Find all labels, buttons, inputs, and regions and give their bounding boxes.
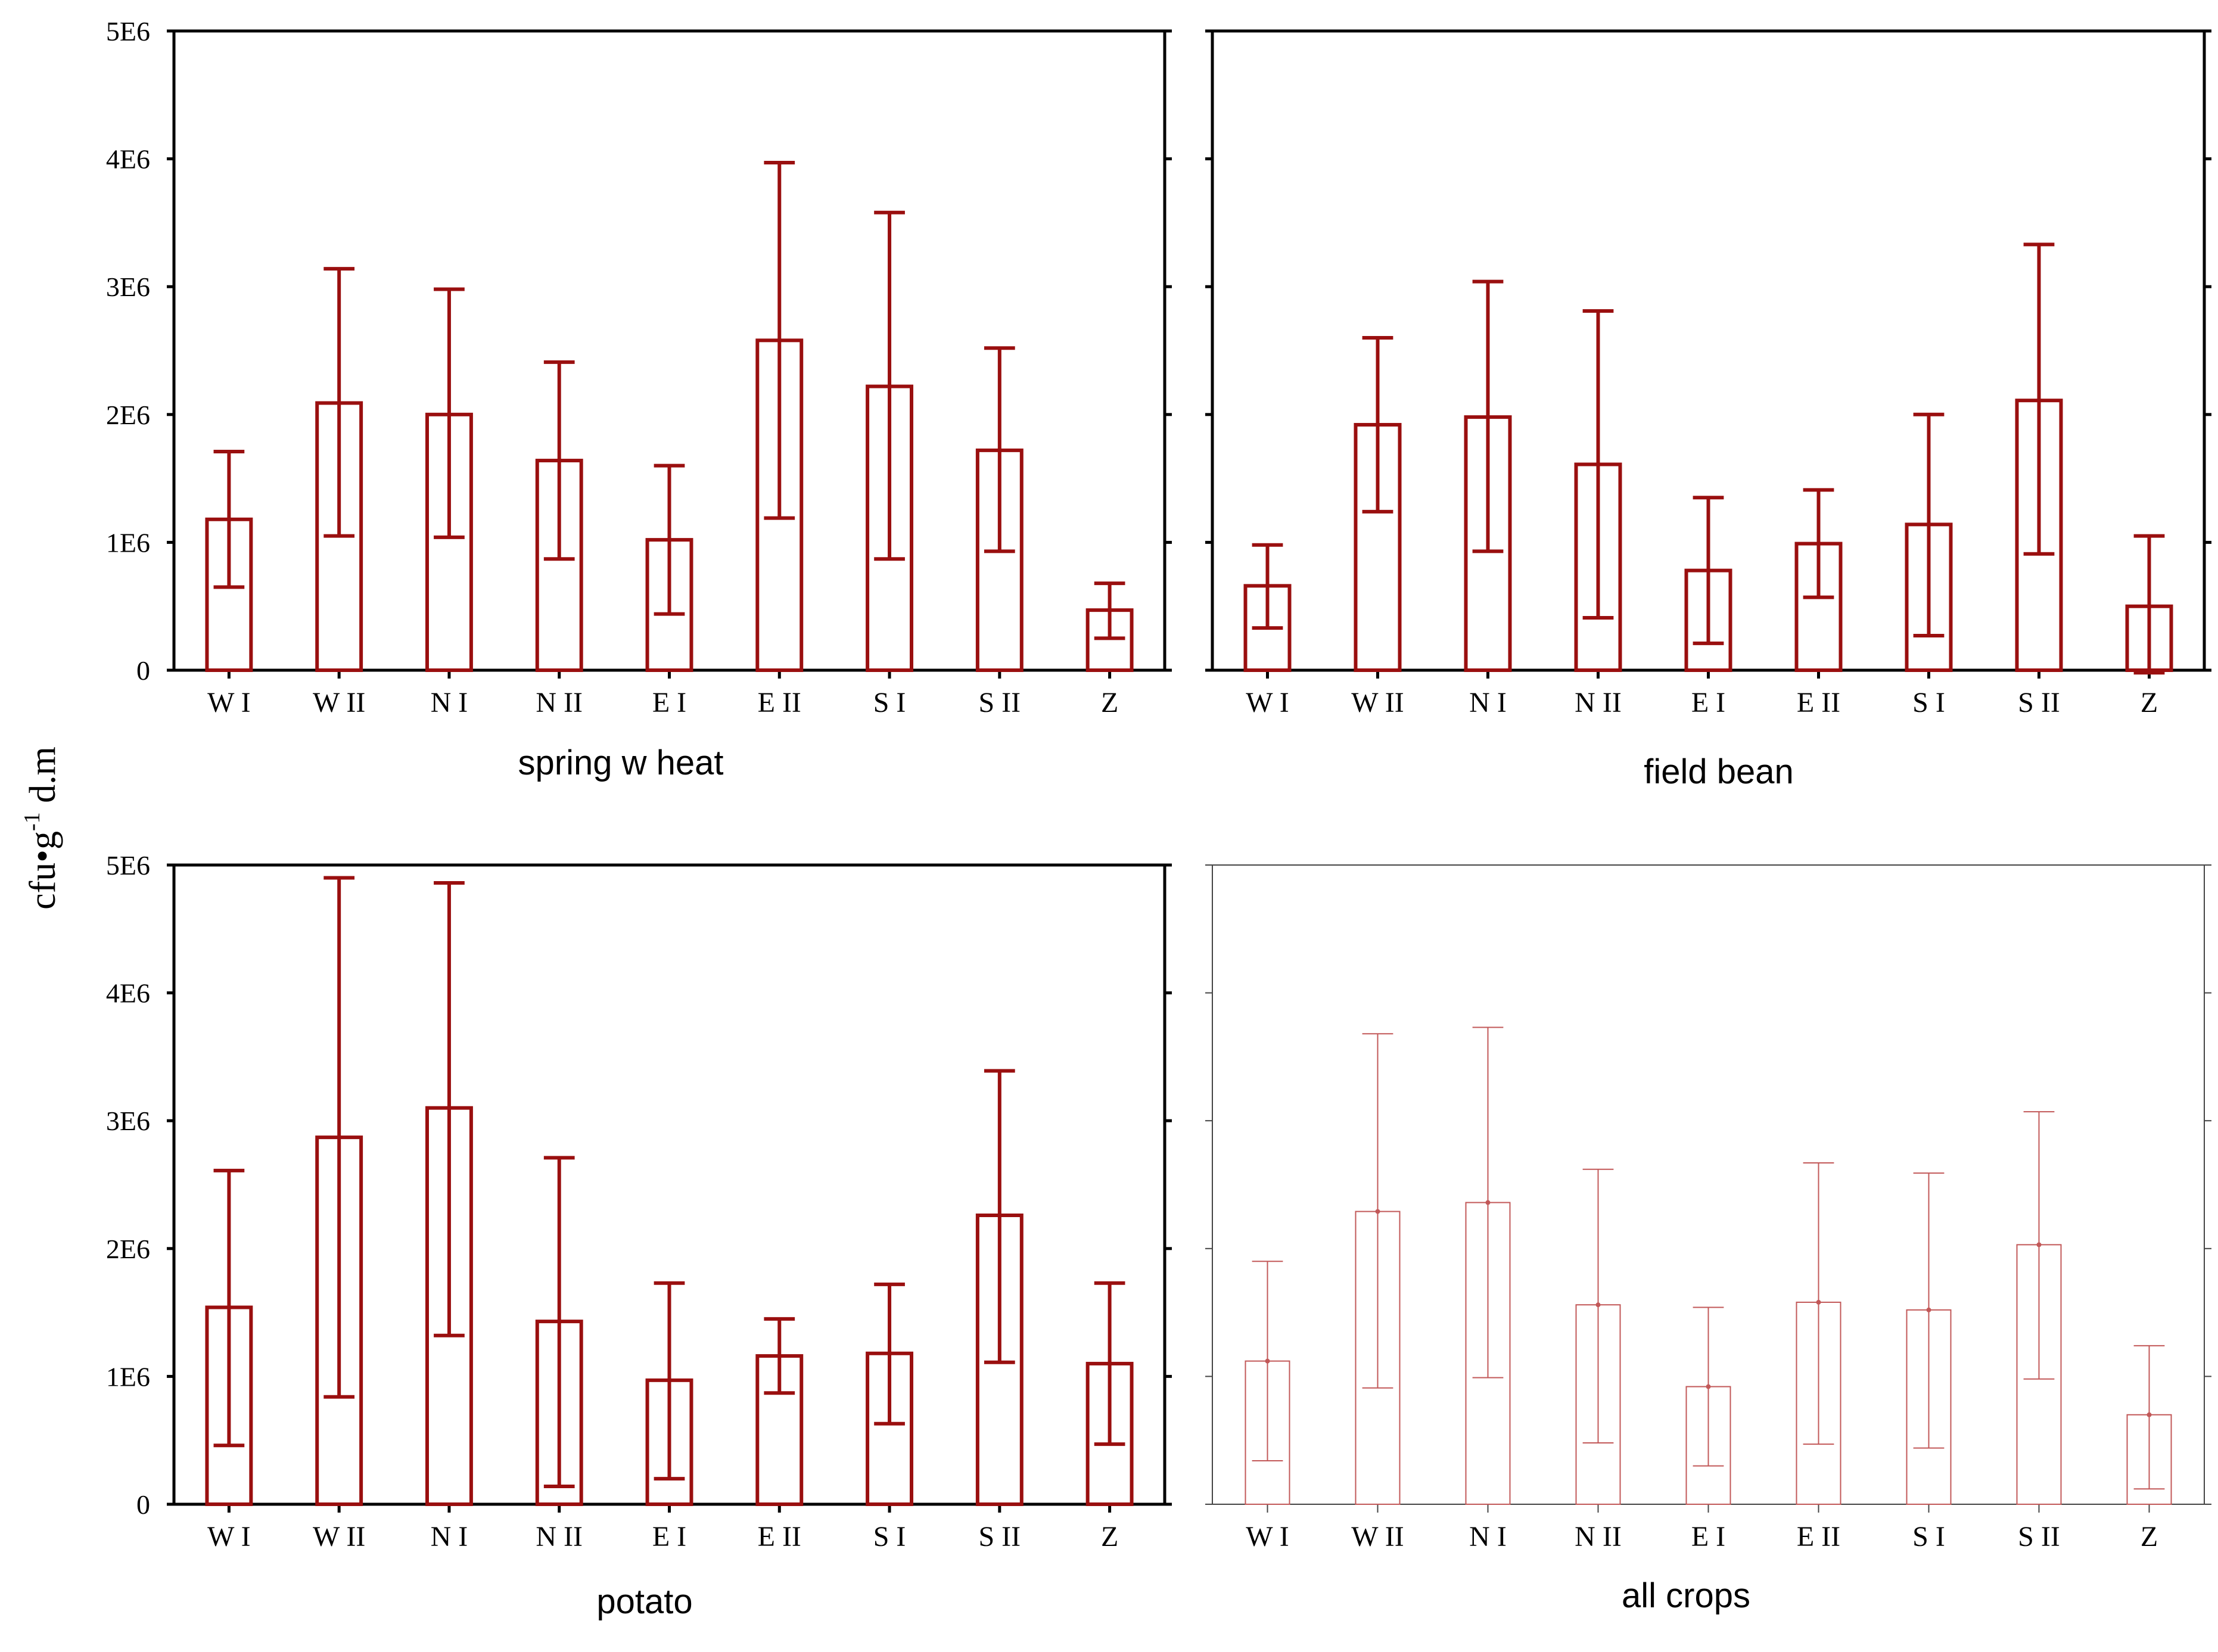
panel-3: 0 1E6 2E6 3E6 4E6 5E6 W I W II N I N II E I E II S I… [106, 850, 1172, 1621]
y-tick-label: 2E6 [106, 400, 150, 430]
panel-title: potato [596, 1582, 692, 1621]
category-label: E II [758, 1521, 801, 1553]
mean-marker [1265, 1358, 1270, 1364]
mean-marker [1375, 1209, 1380, 1214]
category-label: N II [536, 1521, 583, 1553]
y-axis-label-superscript: -1 [20, 812, 45, 831]
y-axis-label-suffix: d.m [23, 746, 63, 812]
category-label: E II [1797, 687, 1840, 718]
category-label: N I [1469, 687, 1507, 718]
mean-marker [1595, 1302, 1601, 1308]
panel-title: field bean [1644, 752, 1794, 791]
mean-marker [2036, 1242, 2042, 1247]
category-label: E I [1691, 687, 1725, 718]
mean-marker [2147, 1412, 2152, 1417]
mean-marker [1926, 1307, 1931, 1312]
category-label: E I [652, 1521, 686, 1553]
y-tick-label: 4E6 [106, 144, 150, 175]
y-tick-label: 5E6 [106, 16, 150, 46]
category-label: W II [313, 687, 365, 718]
category-label: N I [1469, 1521, 1507, 1553]
category-label: W II [1351, 687, 1404, 718]
category-label: E II [758, 687, 801, 718]
category-label: N II [1575, 1521, 1622, 1553]
mean-marker [1816, 1299, 1821, 1305]
category-label: W I [207, 1521, 250, 1553]
category-label: E I [652, 687, 686, 718]
category-label: N I [431, 687, 468, 718]
y-tick-label: 3E6 [106, 272, 150, 302]
category-label: S II [2018, 1521, 2060, 1553]
y-axis-label: cfu•g-1 d.m [20, 746, 63, 910]
y-tick-label: 0 [136, 1489, 150, 1520]
y-tick-label: 4E6 [106, 978, 150, 1009]
category-label: E II [1797, 1521, 1840, 1553]
category-label: S II [978, 1521, 1021, 1553]
category-label: N II [536, 687, 583, 718]
category-label: S I [1912, 687, 1945, 718]
category-label: S I [873, 687, 906, 718]
category-label: W I [207, 687, 250, 718]
y-tick-label: 0 [136, 655, 150, 686]
category-label: Z [1101, 1521, 1118, 1553]
y-tick-label: 1E6 [106, 1361, 150, 1392]
category-label: Z [2141, 1521, 2158, 1553]
category-label: S I [1912, 1521, 1945, 1553]
category-label: S II [978, 687, 1021, 718]
y-tick-label: 1E6 [106, 527, 150, 558]
panels: 0 1E6 2E6 3E6 4E6 5E6 W I W II N I N II E I E II S I… [106, 16, 2211, 1621]
mean-marker [1485, 1200, 1491, 1205]
category-label: W II [313, 1521, 365, 1553]
category-label: S I [873, 1521, 906, 1553]
category-label: N I [431, 1521, 468, 1553]
y-tick-label: 5E6 [106, 850, 150, 881]
mean-marker [1706, 1384, 1711, 1389]
category-label: Z [1101, 687, 1118, 718]
category-label: S II [2018, 687, 2060, 718]
category-label: Z [2141, 687, 2158, 718]
y-tick-label: 2E6 [106, 1234, 150, 1264]
panel-1: 0 1E6 2E6 3E6 4E6 5E6 W I W II N I N II E I E II S I… [106, 16, 1172, 782]
category-label: W I [1246, 1521, 1289, 1553]
category-label: N II [1575, 687, 1622, 718]
category-label: W II [1351, 1521, 1404, 1553]
category-label: W I [1246, 687, 1289, 718]
category-label: E I [1691, 1521, 1725, 1553]
y-tick-label: 3E6 [106, 1106, 150, 1136]
panel-title: spring w heat [518, 743, 724, 782]
panel-title: all crops [1622, 1576, 1750, 1615]
